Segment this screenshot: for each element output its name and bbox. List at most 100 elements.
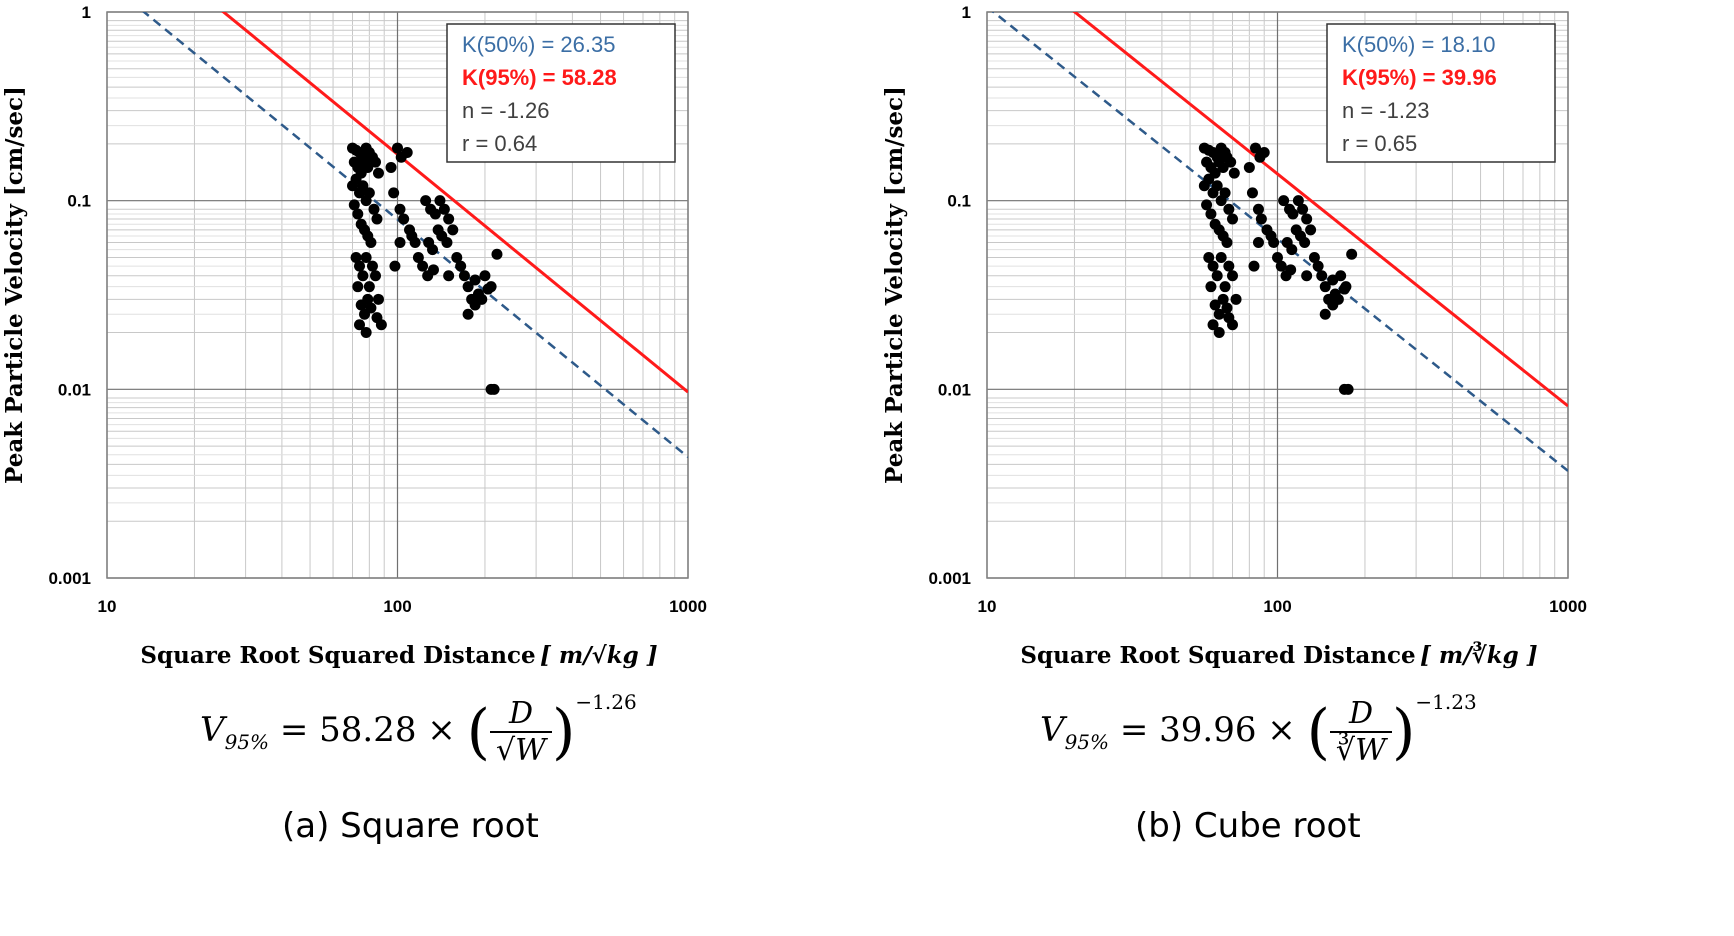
- data-point: [1221, 237, 1233, 249]
- data-point: [1316, 270, 1328, 282]
- data-point: [451, 251, 463, 263]
- y-tick-label: 1: [962, 3, 971, 22]
- data-point: [1207, 319, 1219, 331]
- data-point: [455, 260, 467, 272]
- data-point: [354, 319, 366, 331]
- plot-frame: [106, 11, 689, 579]
- data-point: [370, 156, 382, 168]
- data-point: [1252, 237, 1264, 249]
- chart-panel-cube-root: 0.001 0.01 0.1 1 10 100 1000 Peak Particle Velo…: [880, 0, 1734, 936]
- data-point: [1272, 251, 1283, 263]
- data-point: [1319, 308, 1331, 320]
- data-point: [443, 213, 455, 225]
- y-tick-label: 0.1: [947, 192, 971, 211]
- data-point: [1292, 195, 1304, 207]
- data-point: [420, 195, 432, 207]
- caption-a: (a) Square root: [282, 806, 539, 846]
- data-point: [372, 293, 384, 305]
- data-point: [1211, 270, 1223, 282]
- data-point: [372, 167, 384, 179]
- data-point: [1285, 264, 1297, 276]
- data-point: [362, 161, 374, 173]
- data-point: [458, 270, 470, 282]
- data-point: [462, 308, 474, 320]
- data-point: [1230, 293, 1242, 305]
- data-point: [1275, 260, 1287, 272]
- x-tick-label: 10: [978, 597, 997, 616]
- data-point: [365, 302, 377, 314]
- data-point: [371, 213, 383, 225]
- data-point: [352, 281, 364, 293]
- data-point: [363, 281, 375, 293]
- fit-line-k50: [991, 12, 1568, 472]
- data-point: [491, 248, 503, 260]
- data-point: [1335, 270, 1347, 282]
- data-point: [488, 383, 500, 395]
- data-point: [368, 203, 380, 215]
- data-point: [394, 203, 406, 215]
- x-tick-label: 1000: [1549, 597, 1587, 616]
- y-tick-label: 1: [82, 3, 91, 22]
- data-point: [476, 293, 488, 305]
- data-point: [1201, 199, 1213, 211]
- chart-cube-root: 0.001 0.01 0.1 1 10 100 1000 Peak Particle Velo…: [881, 3, 1587, 669]
- data-point: [1203, 173, 1215, 185]
- data-point: [1250, 142, 1262, 154]
- data-point: [1207, 260, 1219, 272]
- data-point: [427, 244, 439, 256]
- data-point: [469, 274, 481, 286]
- caption-b: (b) Cube root: [1135, 806, 1361, 846]
- y-tick-label: 0.01: [938, 380, 971, 399]
- data-point: [1287, 208, 1299, 220]
- y-tick-label: 0.01: [58, 380, 91, 399]
- x-axis-unit: [ m/∛kg ]: [1420, 641, 1538, 669]
- data-point: [360, 327, 372, 339]
- data-point: [1255, 213, 1267, 225]
- data-point: [357, 180, 369, 192]
- data-point: [1217, 293, 1229, 305]
- data-point: [1221, 302, 1233, 314]
- fit-line-k95: [1072, 12, 1568, 408]
- x-tick-label: 100: [1263, 597, 1291, 616]
- data-point: [1246, 187, 1258, 199]
- data-point: [1338, 283, 1350, 295]
- chart-panel-square-root: 0.001 0.01 0.1 1 10 100 1000 Peak Particle Velo…: [0, 0, 860, 936]
- y-tick-label: 0.1: [67, 192, 91, 211]
- data-point: [1301, 213, 1313, 225]
- data-point: [385, 161, 397, 173]
- data-point: [354, 260, 366, 272]
- legend-entry: K(95%) = 58.28: [462, 65, 617, 90]
- data-point: [417, 260, 429, 272]
- data-point: [1258, 147, 1270, 159]
- legend-entry: K(50%) = 18.10: [1342, 32, 1495, 57]
- data-point: [412, 251, 424, 263]
- data-point: [350, 173, 362, 185]
- legend-entry: K(50%) = 26.35: [462, 32, 615, 57]
- plot-frame: [986, 11, 1569, 579]
- data-point: [365, 237, 377, 249]
- legend-box: [1326, 23, 1556, 163]
- x-axis-label: Square Root Squared Distance: [1020, 642, 1415, 669]
- y-tick-label: 0.001: [48, 569, 91, 588]
- legend-entry: r = 0.64: [462, 131, 537, 156]
- data-point: [1205, 208, 1217, 220]
- data-point: [370, 270, 382, 282]
- data-point: [392, 142, 403, 154]
- data-point: [438, 203, 450, 215]
- data-point: [434, 195, 446, 207]
- data-point: [409, 237, 421, 249]
- x-axis-label: Square Root Squared Distance: [140, 642, 535, 669]
- formula-cube-root: V95% = 39.96 × (D ∛W)−1.23: [1040, 690, 1477, 768]
- data-point: [1286, 244, 1298, 256]
- data-point: [357, 270, 369, 282]
- data-point: [1203, 251, 1215, 263]
- data-point: [1342, 383, 1354, 395]
- legend-entry: n = -1.26: [462, 98, 549, 123]
- data-point: [1319, 281, 1331, 293]
- legend-entry: n = -1.23: [1342, 98, 1429, 123]
- data-point: [1297, 203, 1309, 215]
- data-point: [1268, 237, 1280, 249]
- data-point: [1243, 161, 1255, 173]
- data-point: [1312, 260, 1324, 272]
- x-tick-label: 10: [98, 597, 117, 616]
